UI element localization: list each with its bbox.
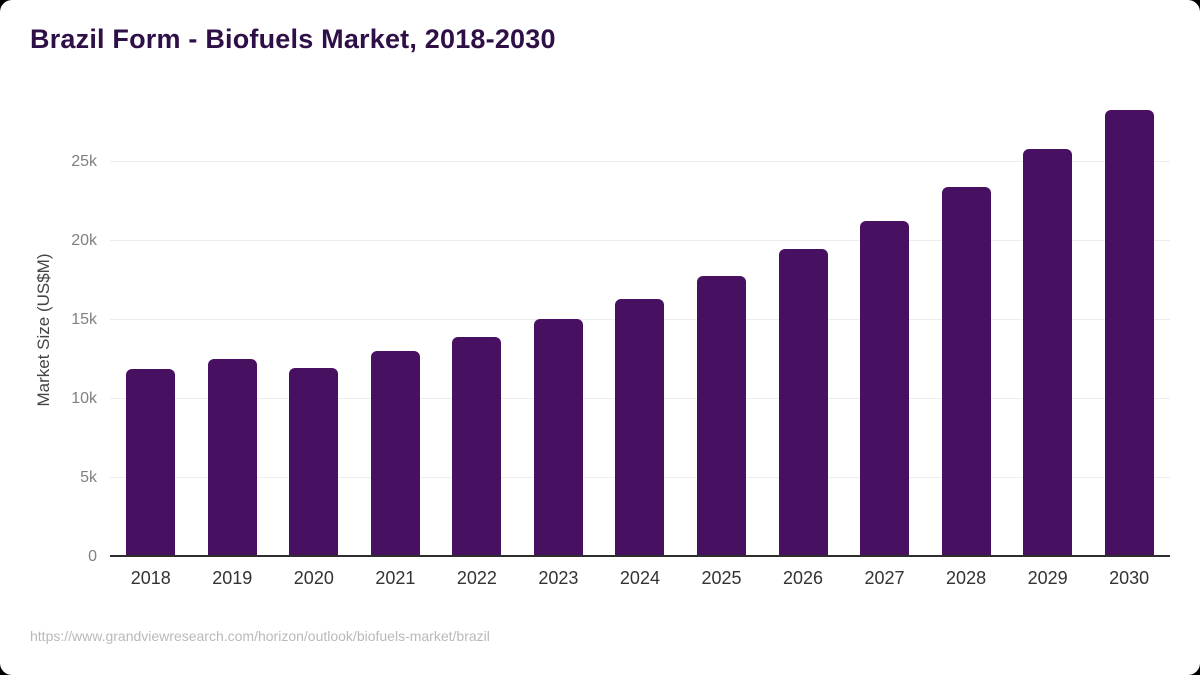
x-axis-label: 2030 <box>1109 568 1150 588</box>
bar-cell-2018 <box>110 100 192 557</box>
x-axis-label: 2021 <box>375 568 416 588</box>
bar-series <box>110 100 1170 557</box>
bar-2023[interactable] <box>533 319 583 557</box>
bar-2029[interactable] <box>1023 149 1073 557</box>
bar-cell-2023 <box>518 100 600 557</box>
gridline-0 <box>110 555 1170 557</box>
gridline-20k <box>110 239 1170 241</box>
bar-2021[interactable] <box>370 351 420 557</box>
x-axis-label: 2022 <box>456 568 497 588</box>
x-axis-label: 2025 <box>701 568 742 588</box>
bar-2024[interactable] <box>615 299 665 557</box>
bar-cell-2025 <box>681 100 763 557</box>
bar-cell-2020 <box>273 100 355 557</box>
bar-cell-2026 <box>762 100 844 557</box>
bar-2019[interactable] <box>207 359 257 557</box>
x-axis-label: 2028 <box>946 568 987 588</box>
bar-2018[interactable] <box>126 369 176 557</box>
bar-cell-2029 <box>1007 100 1089 557</box>
chart-title: Brazil Form - Biofuels Market, 2018-2030 <box>30 24 556 54</box>
bar-cell-2019 <box>192 100 274 557</box>
bar-cell-2028 <box>925 100 1007 557</box>
y-tick-label: 5k <box>80 468 97 486</box>
y-tick-label: 10k <box>71 389 97 407</box>
x-axis-labels: 2018 2019 2020 2021 2022 2023 2024 2025 2026 2027… <box>110 568 1170 589</box>
bar-2028[interactable] <box>941 187 991 557</box>
y-tick-label: 25k <box>71 152 97 170</box>
x-axis-label: 2029 <box>1027 568 1068 588</box>
bar-2020[interactable] <box>289 368 339 557</box>
y-tick-label: 20k <box>71 231 97 249</box>
bar-2027[interactable] <box>860 221 910 557</box>
x-axis-label: 2023 <box>538 568 579 588</box>
bar-cell-2022 <box>436 100 518 557</box>
x-axis-label: 2020 <box>293 568 334 588</box>
bar-cell-2024 <box>599 100 681 557</box>
y-axis-ticks: 0 5k 10k 15k 20k 25k <box>0 100 97 565</box>
source-url: https://www.grandviewresearch.com/horizo… <box>30 628 490 644</box>
bar-cell-2027 <box>844 100 926 557</box>
x-axis-label: 2018 <box>130 568 171 588</box>
gridline-25k <box>110 160 1170 162</box>
x-axis-label: 2026 <box>782 568 824 588</box>
plot-area <box>110 100 1170 557</box>
bar-2030[interactable] <box>1104 110 1154 557</box>
x-axis-label: 2024 <box>619 568 660 588</box>
bar-cell-2021 <box>355 100 437 557</box>
bar-2026[interactable] <box>778 249 828 557</box>
x-axis-label: 2027 <box>864 568 905 588</box>
bar-2022[interactable] <box>452 337 502 557</box>
y-tick-label: 0 <box>88 548 97 565</box>
y-tick-label: 15k <box>71 310 97 328</box>
bar-cell-2030 <box>1088 100 1170 557</box>
bar-2025[interactable] <box>696 276 746 557</box>
x-axis-label: 2019 <box>212 568 253 588</box>
